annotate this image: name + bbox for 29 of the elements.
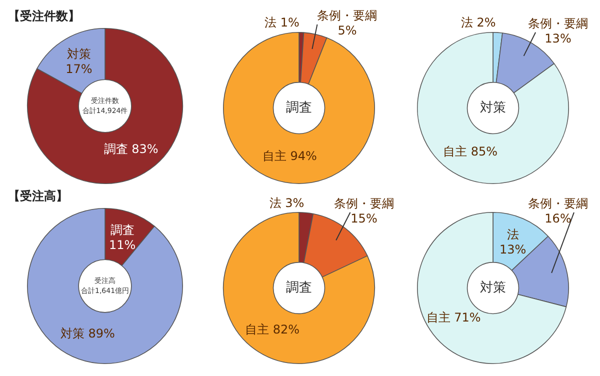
slice-label: 条例・要綱	[528, 196, 588, 211]
slice-label: 条例・要綱	[334, 196, 394, 211]
slice-label: 自主 85%	[443, 144, 498, 159]
data-label: 11%	[109, 238, 136, 252]
slice-label: 自主 82%	[245, 322, 300, 336]
slice-label: 調査 83%	[104, 142, 158, 156]
text: 対策	[480, 99, 506, 116]
slice-label: 法 2%	[460, 16, 496, 30]
slice-label: 自主 94%	[262, 149, 317, 164]
text: 調査	[286, 100, 312, 116]
chart-title: 【受注件数】	[8, 8, 80, 25]
data-label: 5%	[338, 24, 357, 38]
slice-label: 法	[506, 227, 519, 242]
slice-label: 対策	[66, 47, 91, 62]
slice-label: 自主 71%	[426, 310, 481, 325]
data-label: 17%	[66, 62, 92, 76]
text: 調査	[286, 280, 312, 296]
chart-title: 【受注高】	[8, 188, 68, 205]
text: 対策	[480, 279, 506, 296]
slice-label: 法 3%	[269, 196, 304, 210]
slice-label: 条例・要綱	[528, 16, 588, 31]
data-label: 16%	[544, 212, 572, 226]
slice-label: 対策 89%	[60, 326, 115, 340]
data-label: 13%	[544, 32, 572, 46]
slice-label: 調査	[110, 222, 134, 237]
data-label: 13%	[499, 242, 526, 256]
slice-label: 法 1%	[264, 16, 300, 30]
data-label: 15%	[350, 212, 378, 226]
slice-label: 条例・要綱	[317, 8, 378, 23]
